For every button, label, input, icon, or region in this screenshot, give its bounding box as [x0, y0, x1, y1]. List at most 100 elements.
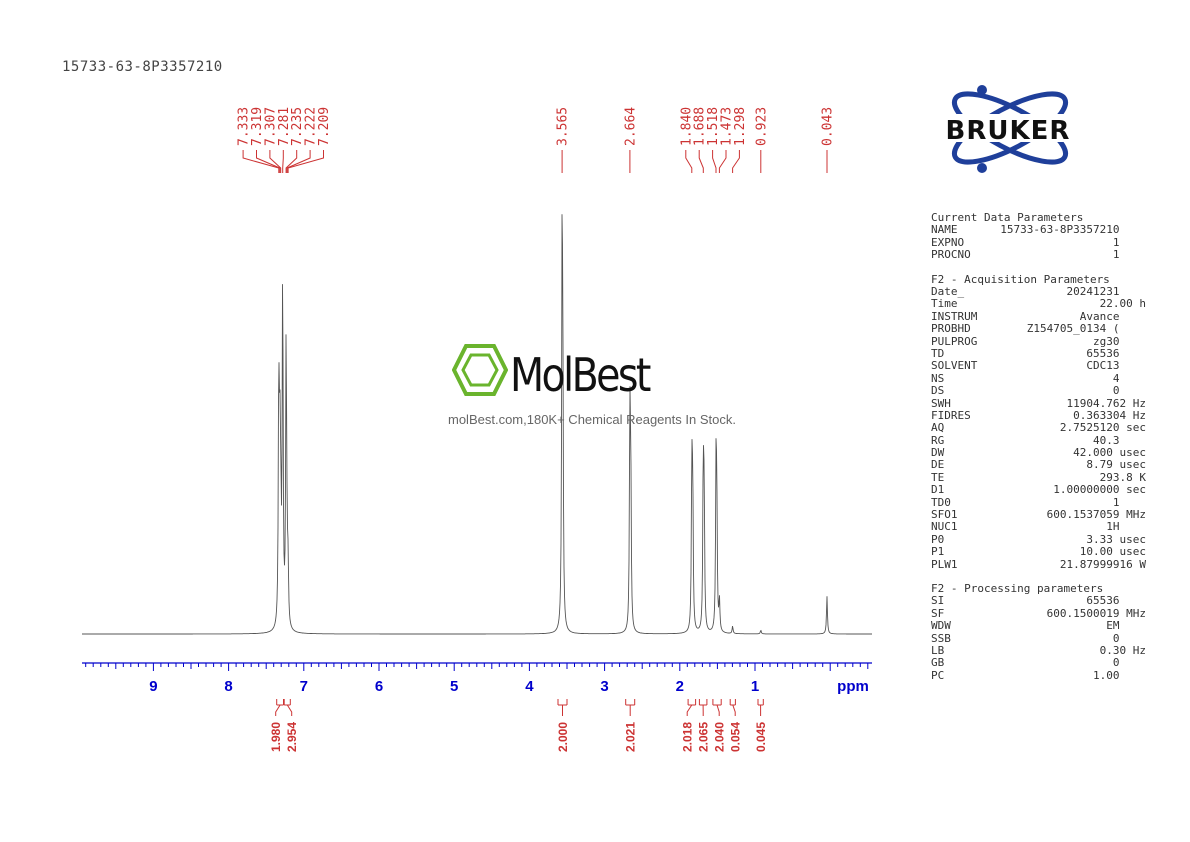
peak-label: 0.043 [821, 107, 836, 146]
param-row: NAME 15733-63-8P3357210 [931, 223, 1146, 237]
integral-bracket [686, 699, 697, 716]
benzene-logo-icon [452, 344, 508, 396]
integral-bracket [283, 699, 293, 716]
peak-leader-line [286, 150, 311, 173]
param-value: 10.00 usec [1079, 545, 1146, 559]
axis-tick-label: 1 [751, 678, 759, 695]
param-key: SSB [931, 631, 951, 645]
axis-tick-label: 8 [224, 678, 232, 695]
axis-tick-label: 2 [676, 678, 684, 695]
peak-leader-line [698, 150, 704, 173]
param-value: 20241231 [1066, 284, 1146, 298]
peak-label: 7.281 [277, 107, 292, 146]
param-key: SF [931, 606, 945, 620]
param-key: TD0 [931, 495, 951, 509]
logo-orbit-2 [951, 91, 1069, 165]
peak-label: 7.307 [263, 107, 278, 146]
param-key: P0 [931, 532, 945, 546]
param-key: INSTRUM [931, 309, 978, 323]
param-row: TD0 1 [931, 495, 1146, 509]
param-row: LB 0.30 Hz [931, 643, 1146, 657]
axis-tick-label: 6 [375, 678, 383, 695]
param-key: NUC1 [931, 520, 958, 534]
integral-bracket [625, 699, 636, 716]
param-key: PROCNO [931, 248, 971, 262]
param-row: WDW EM [931, 619, 1146, 633]
param-row: DS 0 [931, 384, 1146, 397]
param-row: FIDRES 0.363304 Hz [931, 408, 1146, 422]
param-row: SWH 11904.762 Hz [931, 396, 1146, 410]
param-row: P1 10.00 usec [931, 545, 1146, 559]
param-value: 11904.762 Hz [1066, 396, 1146, 410]
param-value: 42.000 usec [1073, 446, 1146, 460]
param-key: AQ [931, 421, 945, 435]
param-group-header: Current Data Parameters [931, 211, 1084, 224]
bruker-logo: BRUKER [924, 85, 1092, 173]
param-row: SOLVENT CDC13 [931, 359, 1146, 373]
integral-label: 2.040 [713, 722, 727, 752]
param-value: 40.3 [1093, 433, 1146, 447]
peak-label: 1.298 [733, 107, 748, 146]
param-value: 1 [1112, 495, 1146, 509]
peak-label: 7.333 [237, 107, 252, 146]
param-value: 0.30 Hz [1099, 643, 1146, 657]
watermark-brand-name: MolBest [510, 348, 651, 402]
integral-label: 2.954 [285, 722, 299, 752]
peak-label: 1.473 [720, 107, 735, 146]
param-row: PROCNO 1 [931, 248, 1146, 262]
param-key: Date_ [931, 284, 965, 298]
peak-label: 2.664 [623, 107, 638, 146]
param-key: NAME [931, 223, 958, 237]
param-value: 0 [1112, 656, 1146, 670]
param-value: 1 [1112, 248, 1146, 262]
peak-leader-line [732, 150, 740, 173]
peak-label: 7.235 [290, 107, 305, 146]
integral-bracket [557, 699, 568, 716]
param-value: 22.00 h [1099, 297, 1146, 311]
peak-leader-line [718, 150, 727, 173]
param-row: RG 40.3 [931, 433, 1146, 447]
integral-label: 2.021 [624, 722, 638, 752]
peak-label: 7.222 [304, 107, 319, 146]
param-value: 600.1500019 MHz [1046, 606, 1146, 620]
param-row: NUC1 1H [931, 520, 1146, 534]
param-group-gap [931, 262, 1146, 274]
parameter-panel: Current Data Parameters NAME 15733-63-8P33… [931, 211, 1146, 682]
integral-group: 1.980 2.954 2.000 2.021 2.018 2.065 2.040 0.054… [269, 699, 768, 752]
param-row: Date_ 20241231 [931, 284, 1146, 298]
param-row: AQ 2.7525120 sec [931, 421, 1146, 435]
integral-label: 0.054 [729, 722, 743, 752]
integral-label: 2.018 [681, 722, 695, 752]
param-key: NS [931, 371, 945, 385]
param-row: NS 4 [931, 371, 1146, 385]
param-row: TD 65536 [931, 346, 1146, 360]
peak-label: 1.518 [706, 107, 721, 146]
param-value: EM [1106, 619, 1146, 633]
param-row: TE 293.8 K [931, 471, 1146, 484]
watermark-tagline: molBest.com,180K+ Chemical Reagents In S… [448, 412, 736, 427]
param-key: SOLVENT [931, 359, 978, 373]
param-key: PROBHD [931, 322, 971, 336]
integral-bracket [698, 699, 708, 716]
param-row: SI 65536 [931, 594, 1146, 607]
param-value: 15733-63-8P3357210 [1000, 223, 1146, 237]
axis-unit-label: ppm [837, 678, 869, 695]
peak-label: 0.923 [754, 107, 769, 146]
param-key: DW [931, 446, 945, 460]
peak-leader-line [712, 150, 717, 173]
param-key: RG [931, 433, 945, 447]
logo-orbit-1 [951, 91, 1069, 165]
param-row: P0 3.33 usec [931, 532, 1146, 546]
integral-bracket [757, 699, 764, 716]
param-row: EXPNO 1 [931, 236, 1146, 249]
param-row: PC 1.00 [931, 669, 1146, 682]
param-key: FIDRES [931, 408, 971, 422]
integral-bracket [275, 699, 284, 716]
param-key: TD [931, 346, 945, 360]
param-value: 21.87999916 W [1059, 557, 1146, 571]
peak-leader-line [282, 150, 284, 173]
param-row: Time 22.00 h [931, 297, 1146, 311]
integral-label: 1.980 [269, 722, 283, 752]
